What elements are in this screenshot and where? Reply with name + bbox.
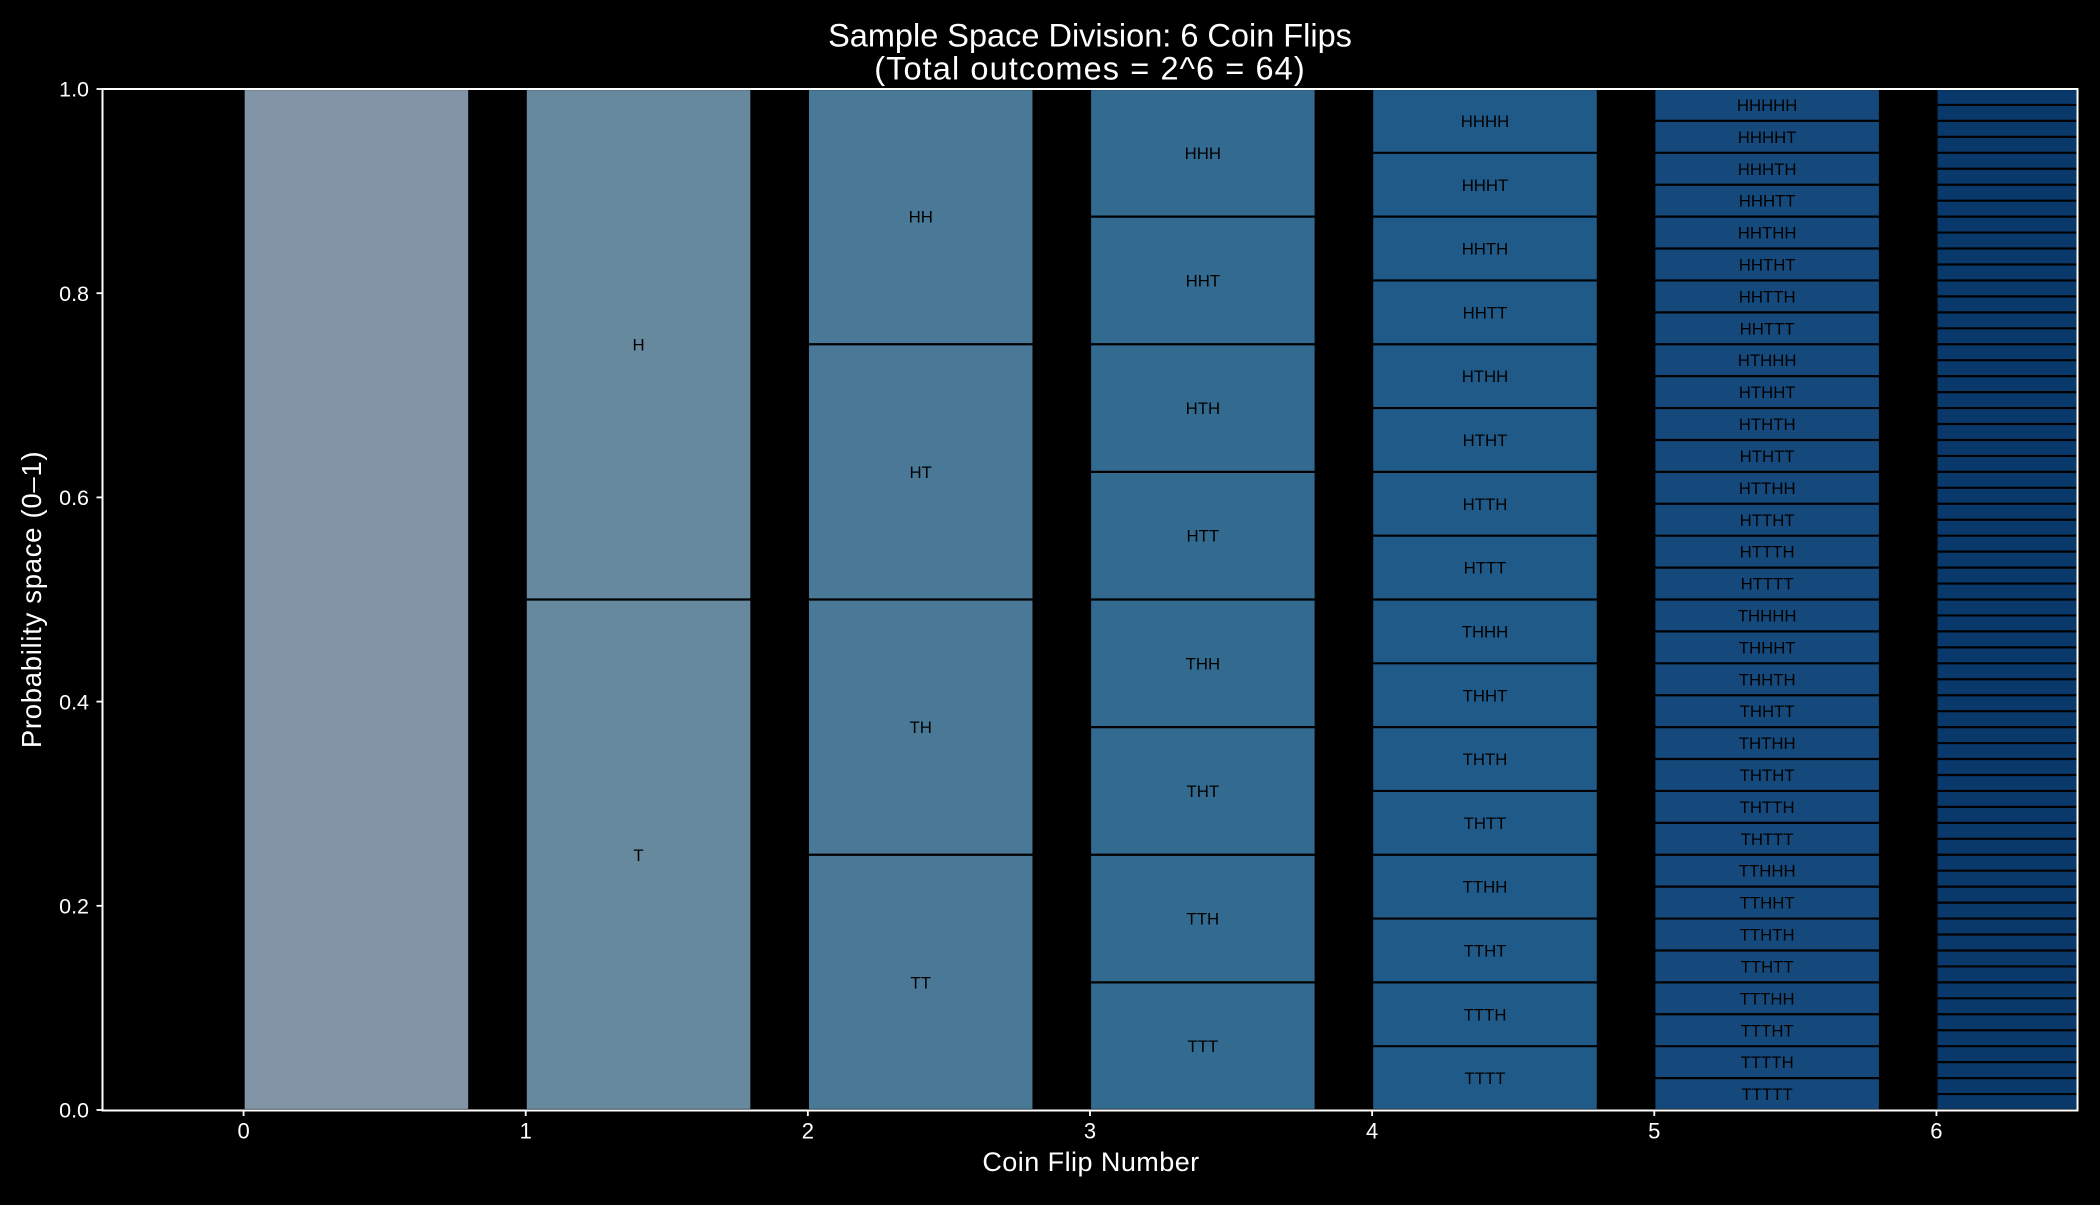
svg-text:HHTH: HHTH xyxy=(1462,240,1509,259)
svg-text:0.2: 0.2 xyxy=(59,895,89,919)
svg-text:THTT: THTT xyxy=(1464,814,1507,833)
svg-text:THHT: THHT xyxy=(1463,686,1508,705)
svg-text:HHH: HHH xyxy=(1185,144,1221,163)
svg-text:HTHTT: HTHTT xyxy=(1740,447,1795,466)
svg-text:THTH: THTH xyxy=(1463,750,1508,769)
svg-text:HTHTH: HTHTH xyxy=(1739,415,1796,434)
svg-text:T: T xyxy=(633,846,643,865)
svg-text:TTHH: TTHH xyxy=(1463,878,1508,897)
svg-text:3: 3 xyxy=(1084,1119,1096,1144)
svg-text:HTHHH: HTHHH xyxy=(1738,351,1797,370)
svg-text:0.4: 0.4 xyxy=(59,690,89,714)
svg-text:HTTHH: HTTHH xyxy=(1739,479,1796,498)
svg-text:THTHT: THTHT xyxy=(1740,766,1795,785)
svg-text:0.8: 0.8 xyxy=(59,282,89,306)
svg-text:4: 4 xyxy=(1366,1119,1378,1144)
svg-text:TTTH: TTTH xyxy=(1464,1005,1507,1024)
svg-text:HHTTH: HHTTH xyxy=(1739,287,1796,306)
svg-text:HHTTT: HHTTT xyxy=(1740,319,1795,338)
svg-text:TTH: TTH xyxy=(1187,910,1220,929)
svg-text:TT: TT xyxy=(910,973,931,992)
svg-text:TTHTH: TTHTH xyxy=(1740,926,1795,945)
svg-text:HT: HT xyxy=(910,463,932,482)
svg-text:THHHT: THHHT xyxy=(1739,638,1796,657)
svg-text:HH: HH xyxy=(909,208,933,227)
svg-text:HHHTH: HHHTH xyxy=(1738,160,1797,179)
svg-text:HHHH: HHHH xyxy=(1461,112,1509,131)
svg-text:HHHT: HHHT xyxy=(1462,176,1509,195)
svg-text:TTHHH: TTHHH xyxy=(1739,862,1796,881)
svg-text:TTTHT: TTTHT xyxy=(1741,1021,1794,1040)
svg-text:THTTT: THTTT xyxy=(1741,830,1794,849)
svg-text:5: 5 xyxy=(1648,1119,1660,1144)
svg-text:0: 0 xyxy=(237,1119,249,1144)
svg-text:THHH: THHH xyxy=(1462,622,1509,641)
svg-text:TH: TH xyxy=(910,718,932,737)
svg-text:(Total outcomes = 2^6 = 64): (Total outcomes = 2^6 = 64) xyxy=(874,51,1306,87)
svg-text:HTTTH: HTTTH xyxy=(1740,543,1795,562)
svg-text:HTTHT: HTTHT xyxy=(1740,511,1795,530)
svg-text:HTH: HTH xyxy=(1186,399,1221,418)
svg-text:THT: THT xyxy=(1187,782,1220,801)
svg-text:TTTHH: TTTHH xyxy=(1740,989,1795,1008)
svg-text:6: 6 xyxy=(1930,1119,1942,1144)
svg-text:THHTH: THHTH xyxy=(1739,670,1796,689)
svg-text:0.0: 0.0 xyxy=(59,1099,89,1123)
svg-text:THH: THH xyxy=(1186,654,1221,673)
svg-text:Probability space (0–1): Probability space (0–1) xyxy=(16,451,47,748)
svg-text:HTHH: HTHH xyxy=(1462,367,1509,386)
svg-text:TTTT: TTTT xyxy=(1464,1069,1505,1088)
svg-text:H: H xyxy=(633,335,645,354)
svg-text:0.6: 0.6 xyxy=(59,486,89,510)
svg-text:HTT: HTT xyxy=(1187,527,1220,546)
svg-text:HTHT: HTHT xyxy=(1463,431,1508,450)
svg-text:HTTTT: HTTTT xyxy=(1741,575,1794,594)
svg-text:THHHH: THHHH xyxy=(1738,606,1797,625)
svg-text:2: 2 xyxy=(802,1119,814,1144)
svg-text:HHTT: HHTT xyxy=(1463,303,1508,322)
svg-text:THHTT: THHTT xyxy=(1740,702,1795,721)
svg-text:HHTHT: HHTHT xyxy=(1739,256,1796,275)
svg-text:TTTTT: TTTTT xyxy=(1742,1085,1793,1104)
svg-text:1.0: 1.0 xyxy=(59,78,89,102)
svg-text:HHHHH: HHHHH xyxy=(1737,96,1798,115)
svg-text:HTTT: HTTT xyxy=(1464,559,1507,578)
svg-text:HHHTT: HHHTT xyxy=(1739,192,1796,211)
svg-text:THTHH: THTHH xyxy=(1739,734,1796,753)
svg-text:TTTTH: TTTTH xyxy=(1741,1053,1794,1072)
svg-text:TTHHT: TTHHT xyxy=(1740,894,1795,913)
svg-text:HTHHT: HTHHT xyxy=(1739,383,1796,402)
svg-text:Sample Space Division: 6 Coin: Sample Space Division: 6 Coin Flips xyxy=(828,18,1352,54)
svg-text:HHTHH: HHTHH xyxy=(1738,224,1797,243)
svg-text:TTHTT: TTHTT xyxy=(1741,957,1794,976)
svg-text:HTTH: HTTH xyxy=(1463,495,1508,514)
svg-text:Coin Flip Number: Coin Flip Number xyxy=(982,1147,1199,1177)
svg-text:TTT: TTT xyxy=(1187,1037,1218,1056)
svg-text:HHT: HHT xyxy=(1186,271,1221,290)
svg-text:HHHHT: HHHHT xyxy=(1738,128,1797,147)
svg-text:1: 1 xyxy=(520,1119,532,1144)
svg-text:THTTH: THTTH xyxy=(1740,798,1795,817)
svg-text:TTHT: TTHT xyxy=(1464,942,1507,961)
